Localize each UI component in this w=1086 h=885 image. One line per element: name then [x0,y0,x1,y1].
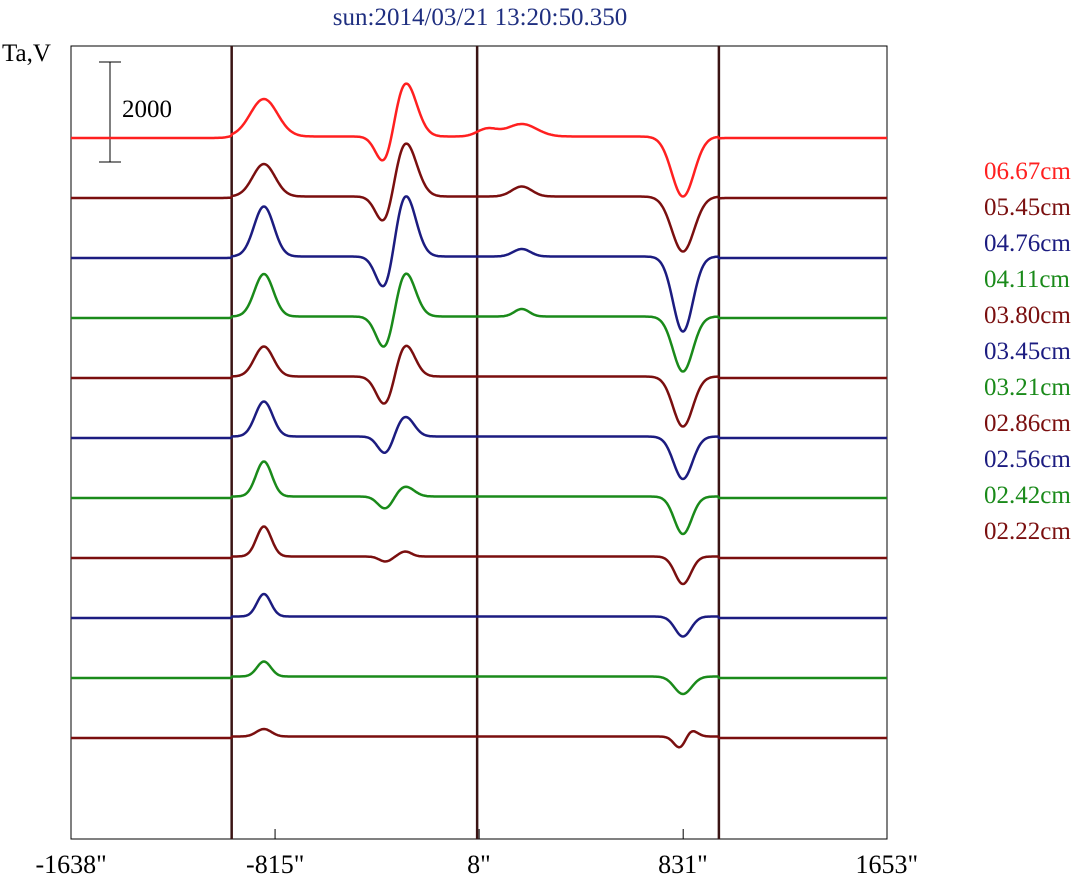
series-line-04.11cm [71,272,887,373]
legend-entry-02.42cm: 02.42cm [984,482,1071,509]
series-line-02.42cm [71,660,887,696]
series-line-04.76cm [71,195,887,333]
series-line-03.45cm [71,400,887,481]
series-line-02.56cm [71,592,887,638]
legend-entry-06.67cm: 06.67cm [984,158,1071,185]
series-line-03.21cm [71,460,887,536]
x-tick-label-4: 1653" [855,850,919,879]
legend-entry-05.45cm: 05.45cm [984,194,1071,221]
legend-entry-02.86cm: 02.86cm [984,410,1071,437]
x-tick-label-0: -1638" [35,850,107,879]
x-tick-label-3: 831" [658,850,708,879]
legend-entry-02.22cm: 02.22cm [984,518,1071,545]
legend-entry-04.76cm: 04.76cm [984,230,1071,257]
series-line-05.45cm [71,142,887,253]
legend-entry-04.11cm: 04.11cm [984,266,1070,293]
x-tick-label-1: -815" [246,850,305,879]
y-axis-label: Ta,V [2,40,51,67]
series-line-02.22cm [71,727,887,749]
legend-entry-03.45cm: 03.45cm [984,338,1071,365]
scale-bar-label: 2000 [122,96,172,123]
series-line-03.80cm [71,344,887,428]
chart-title: sun:2014/03/21 13:20:50.350 [332,4,628,31]
series-line-02.86cm [71,525,887,586]
legend-entry-03.80cm: 03.80cm [984,302,1071,329]
plot-frame [70,45,888,840]
series-line-06.67cm [71,82,887,198]
legend-entry-02.56cm: 02.56cm [984,446,1071,473]
legend-entry-03.21cm: 03.21cm [984,374,1071,401]
x-tick-label-2: 8" [467,850,491,879]
